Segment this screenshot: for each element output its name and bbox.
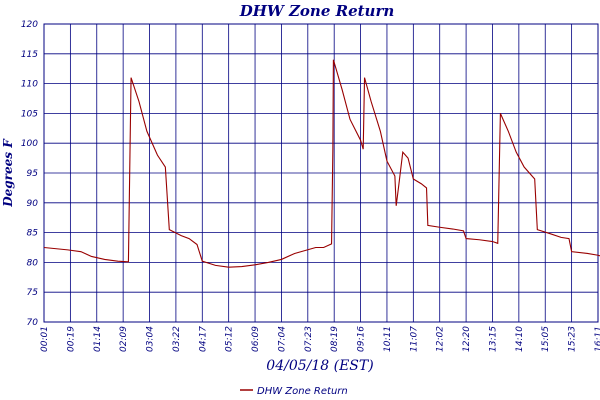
x-tick-labels: 00:01 00:19 01:14 02:09 03:04 03:22 04:17 05:12…	[40, 326, 600, 352]
x-tick-label: 10:11	[383, 326, 393, 352]
y-tick-label: 85	[27, 229, 39, 239]
x-tick-label: 14:10	[515, 326, 525, 352]
grid	[43, 23, 599, 323]
y-tick-label: 90	[27, 199, 39, 209]
chart-title: DHW Zone Return	[239, 2, 395, 20]
x-tick-label: 07:23	[304, 326, 314, 352]
y-tick-label: 95	[27, 169, 39, 179]
x-tick-label: 15:05	[541, 326, 551, 352]
x-tick-label: 03:22	[172, 326, 182, 352]
y-tick-label: 115	[21, 50, 38, 60]
series-line-dhw-zone-return	[43, 59, 600, 268]
x-axis-label: 04/05/18 (EST)	[266, 358, 373, 374]
x-tick-label: 06:09	[251, 326, 261, 352]
x-tick-label: 09:16	[357, 326, 367, 352]
x-tick-label: 07:04	[277, 326, 287, 352]
y-tick-label: 70	[27, 318, 39, 328]
x-tick-label: 08:19	[330, 326, 340, 352]
x-tick-label: 00:01	[40, 326, 50, 352]
x-tick-label: 12:02	[436, 326, 446, 352]
x-tick-label: 11:07	[409, 326, 419, 352]
x-tick-label: 03:04	[146, 326, 156, 352]
y-tick-label: 100	[21, 139, 38, 149]
y-axis-label: Degrees F	[1, 138, 15, 208]
plot-frame	[43, 23, 599, 323]
x-tick-label: 04:17	[198, 326, 208, 352]
y-tick-labels: 70 75 80 85 90 95 100 105 110 115 120	[21, 20, 38, 328]
x-tick-label: 00:19	[66, 326, 76, 352]
x-tick-label: 12:20	[462, 326, 472, 352]
x-tick-label: 02:09	[119, 326, 129, 352]
y-tick-label: 80	[27, 258, 39, 268]
y-tick-label: 105	[21, 109, 38, 119]
y-tick-label: 120	[21, 20, 38, 30]
x-tick-label: 13:15	[488, 326, 498, 352]
x-tick-label: 05:12	[225, 326, 235, 352]
x-tick-label: 15:23	[568, 326, 578, 352]
y-tick-label: 110	[21, 80, 38, 90]
x-tick-label: 01:14	[93, 326, 103, 352]
x-tick-label: 16:11	[594, 326, 600, 352]
y-tick-label: 75	[27, 288, 39, 298]
legend-label: DHW Zone Return	[257, 386, 348, 397]
